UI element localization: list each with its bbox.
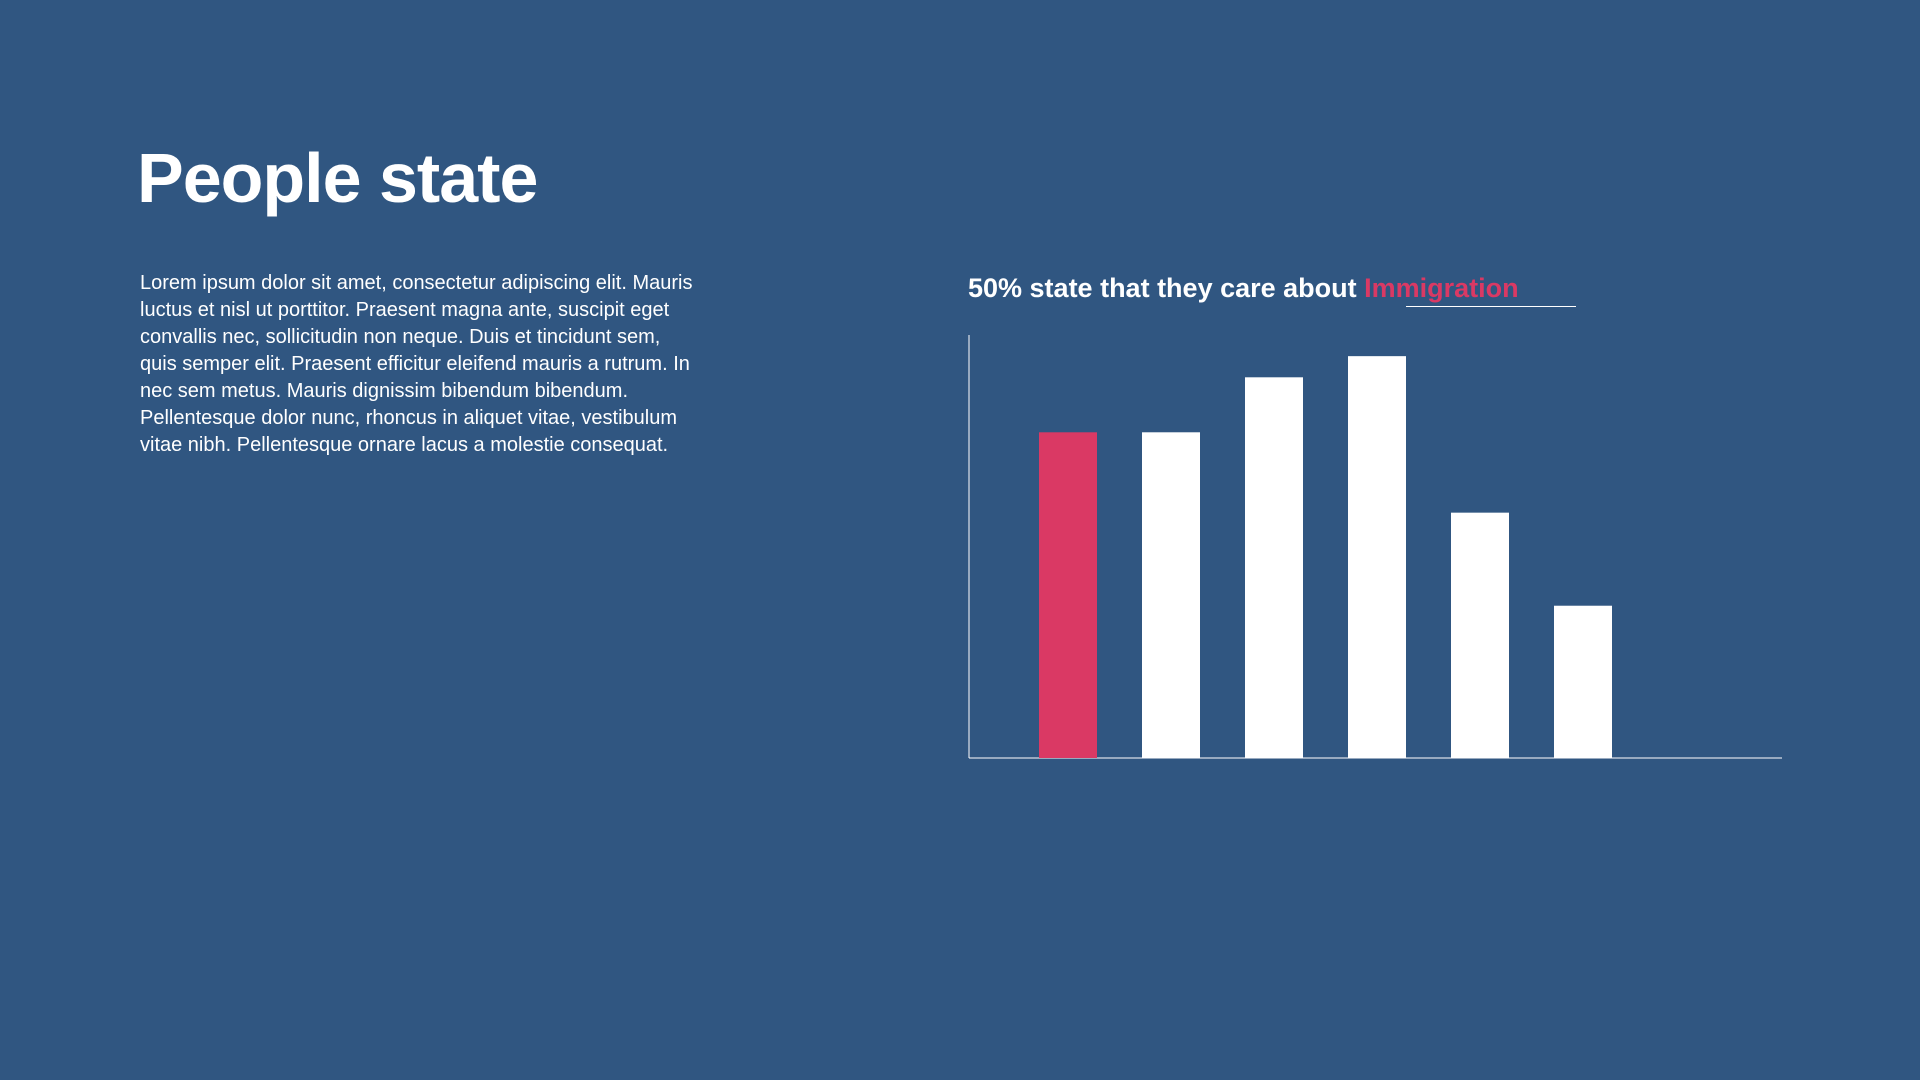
bar-3	[1245, 377, 1303, 758]
bar-group	[1039, 356, 1612, 758]
chart-heading-highlight: Immigration	[1364, 273, 1519, 303]
body-paragraph: Lorem ipsum dolor sit amet, consectetur …	[140, 272, 693, 456]
bar-2	[1142, 432, 1200, 758]
chart-heading-prefix: 50% state that they care about	[968, 273, 1365, 303]
bar-6	[1554, 605, 1612, 758]
heading-underline	[1406, 306, 1576, 307]
chart-heading: 50% state that they care about Immigrati…	[968, 270, 1519, 306]
page-title: People state	[137, 139, 538, 217]
bar-5	[1451, 512, 1509, 758]
bar-1	[1039, 432, 1097, 758]
bar-4	[1348, 356, 1406, 758]
